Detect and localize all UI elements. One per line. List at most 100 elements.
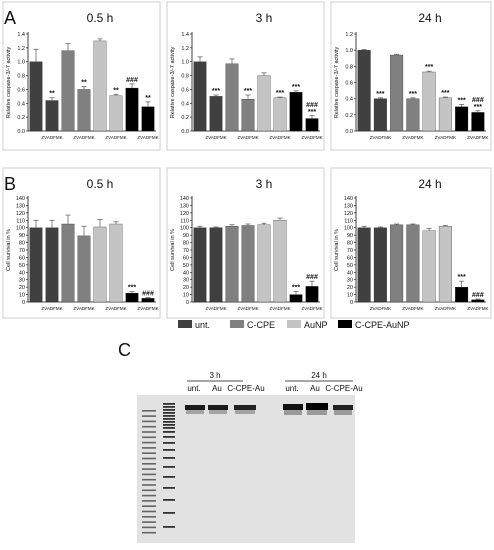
- chart-b1-bar: [61, 223, 75, 303]
- gel-ladder-band-m: [163, 442, 175, 444]
- chart-a3-bar: [471, 112, 485, 132]
- chart-a2-ytick-label: 1.4: [181, 32, 189, 38]
- chart-b2-bar: [225, 226, 239, 303]
- chart-a2-zvad-label: ZVADFMK: [301, 135, 322, 140]
- chart-b1-zvad-label: ZVADFMK: [41, 306, 62, 311]
- gel-background: [137, 395, 355, 543]
- chart-a3-ytick-label: 0.8: [345, 64, 353, 70]
- chart-b2-ytick-label: 50: [183, 263, 189, 269]
- chart-b3-ytick-label: 20: [347, 285, 353, 291]
- chart-b3-ytick-label: 30: [347, 278, 353, 284]
- legend-label-aunp: AuNP: [304, 320, 328, 330]
- chart-b1-bar: [141, 298, 155, 303]
- chart-b2-zvad-label: ZVADFMK: [301, 306, 322, 311]
- gel-band-24h-ccpeau: [333, 405, 353, 410]
- chart-b3-zvad-label: ZVADFMK: [370, 306, 391, 311]
- chart-b3-ytick-label: 110: [344, 218, 353, 224]
- chart-b3-bar: [455, 286, 469, 303]
- chart-caspase-3h: 3 h Relative caspase-3/-7 activity 0.0 0.2 0…: [170, 11, 323, 140]
- gel-ladder-band-m: [163, 406, 175, 408]
- chart-caspase-0-5h: 0.5 h Relative caspase-3/-7 activity 0.0 0.…: [6, 11, 159, 140]
- panel-frame-a3: [330, 1, 492, 151]
- legend-swatch-aunp: [287, 320, 301, 328]
- chart-b2-bar: [273, 220, 287, 303]
- chart-a1-zvad-label: ZVADFMK: [137, 135, 158, 140]
- chart-b2-bar: [305, 286, 319, 303]
- chart-a1-ytick-label: 0.0: [17, 129, 25, 135]
- chart-a1-bar: [77, 89, 91, 132]
- gel-ladder-band-pk: [142, 425, 156, 428]
- chart-b3-bar: [357, 227, 371, 303]
- chart-a3-bar: [455, 106, 469, 132]
- gel-smear-24h-unt: [284, 410, 302, 415]
- gel-band-3h-unt: [185, 405, 205, 410]
- gel-ladder-band-pk: [142, 457, 156, 460]
- legend-label-c-cpe-aunp: C-CPE-AuNP: [355, 320, 410, 330]
- chart-b2-ytick-label: 20: [183, 285, 189, 291]
- chart-a3-significance-label: ***: [425, 64, 433, 71]
- chart-a2-significance-label: ***: [292, 84, 300, 91]
- chart-b3-ytick-label: 80: [347, 241, 353, 247]
- chart-b2-ytick-label: 70: [183, 248, 189, 254]
- chart-b2-bar: [193, 227, 207, 303]
- chart-b2-bar: [209, 227, 223, 303]
- gel-ladder-band-pk: [142, 431, 156, 433]
- chart-a1-ytick-label: 1.4: [17, 32, 25, 38]
- chart-a1-ytick-label: 0.4: [17, 101, 25, 107]
- chart-a3-bar: [373, 98, 387, 132]
- chart-a1-bar: [93, 40, 107, 132]
- chart-b1-ytick-label: 30: [19, 278, 25, 284]
- chart-a1-title: 0.5 h: [87, 11, 114, 25]
- legend-swatch-unt: [178, 320, 192, 328]
- gel-smear-24h-ccpeau: [334, 410, 352, 415]
- gel-ladder-band-pk: [142, 420, 156, 423]
- gel-band-3h-au: [208, 405, 228, 410]
- chart-a2-bar: [241, 98, 255, 132]
- chart-a3-zvad-label: ZVADFMK: [370, 135, 391, 140]
- chart-a1-ytick-label: 0.2: [17, 115, 25, 121]
- chart-a2-ytick-label: 0.8: [181, 74, 189, 80]
- gel-ladder-band-m: [163, 427, 175, 429]
- chart-a2-ytick-label: 0.0: [181, 129, 189, 135]
- chart-b2-bar: [241, 225, 255, 303]
- chart-b1-ytick-label: 80: [19, 241, 25, 247]
- chart-b2-significance-label: ***: [292, 285, 300, 292]
- chart-a3-ytick-label: 1.0: [345, 48, 353, 54]
- chart-b3-bar: [390, 224, 404, 303]
- chart-a2-significance-label: ***: [276, 90, 284, 97]
- chart-b1-zvad-label: ZVADFMK: [137, 306, 158, 311]
- chart-a1-bar: [109, 95, 123, 132]
- chart-a2-significance-label: ***: [212, 88, 220, 95]
- chart-caspase-24h: 24 h Relative caspase-3/-7 activity 0.0 0.2…: [334, 11, 488, 140]
- chart-b2-bar: [289, 294, 303, 303]
- panel-label-b: B: [4, 174, 16, 194]
- gel-ladder-band-pk: [142, 478, 156, 481]
- chart-b3-title: 24 h: [418, 177, 441, 191]
- chart-b2-ytick-label: 60: [183, 255, 189, 261]
- chart-b3-zvad-label: ZVADFMK: [402, 306, 423, 311]
- chart-b3-significance-label: ***: [458, 274, 466, 281]
- chart-b1-bar: [77, 235, 91, 303]
- chart-a2-ytick-label: 0.6: [181, 87, 189, 93]
- panel-label-c: C: [118, 340, 131, 360]
- gel-ladders: [142, 403, 175, 534]
- chart-a1-significance-label: **: [145, 95, 151, 102]
- chart-a3-bar: [357, 50, 371, 132]
- gel-ladder-band-m: [163, 476, 175, 478]
- gel-ladder-band-pk: [142, 494, 156, 497]
- panel-frame-b1: [2, 167, 161, 319]
- chart-b1-bar: [109, 223, 123, 303]
- chart-a3-significance-label: ###: [472, 97, 484, 104]
- chart-b1-bar: [125, 292, 139, 303]
- chart-a3-significance-label: ***: [409, 91, 417, 98]
- legend-swatch-c-cpe: [230, 320, 244, 328]
- gel-ladder-band-m: [163, 499, 175, 501]
- chart-b2-zvad-label: ZVADFMK: [269, 306, 290, 311]
- chart-b2-title: 3 h: [256, 177, 273, 191]
- chart-a2-bar: [257, 75, 271, 132]
- chart-a2-zvad-label: ZVADFMK: [269, 135, 290, 140]
- gel-band-24h-unt: [283, 404, 303, 410]
- chart-a2-ytick-label: 0.2: [181, 115, 189, 121]
